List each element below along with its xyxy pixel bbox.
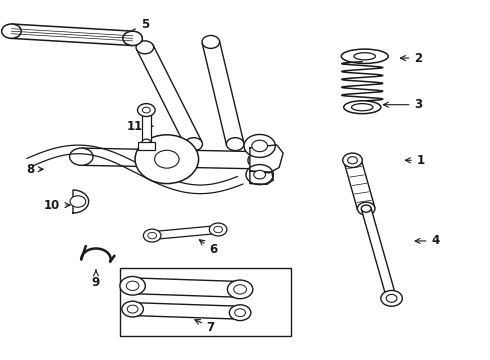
Circle shape [136, 41, 154, 54]
Ellipse shape [354, 53, 375, 60]
Circle shape [361, 205, 371, 212]
Text: 11: 11 [127, 120, 153, 133]
Ellipse shape [135, 135, 198, 184]
Circle shape [234, 285, 246, 294]
Polygon shape [344, 159, 375, 210]
Circle shape [214, 226, 222, 233]
Circle shape [235, 309, 245, 317]
Circle shape [1, 24, 21, 39]
Text: 2: 2 [400, 51, 422, 64]
Circle shape [127, 305, 138, 313]
Text: 1: 1 [405, 154, 425, 167]
Circle shape [226, 138, 244, 150]
Circle shape [202, 36, 220, 48]
Polygon shape [202, 41, 244, 145]
Polygon shape [344, 159, 375, 210]
Circle shape [343, 154, 361, 167]
Ellipse shape [343, 101, 381, 114]
Polygon shape [151, 226, 219, 239]
Polygon shape [81, 148, 260, 169]
Circle shape [155, 150, 179, 168]
Ellipse shape [341, 49, 388, 63]
Polygon shape [142, 110, 151, 142]
Bar [121, 268, 292, 336]
Text: 9: 9 [92, 270, 100, 289]
Circle shape [254, 170, 266, 179]
Ellipse shape [244, 134, 275, 157]
Polygon shape [151, 226, 219, 239]
Circle shape [142, 139, 151, 145]
Text: 5: 5 [124, 18, 149, 35]
Circle shape [185, 138, 202, 150]
Text: 8: 8 [26, 163, 43, 176]
Polygon shape [27, 145, 243, 194]
Circle shape [122, 301, 144, 317]
Polygon shape [132, 278, 241, 297]
Polygon shape [132, 303, 241, 319]
Polygon shape [81, 148, 260, 169]
Circle shape [138, 104, 155, 117]
Ellipse shape [246, 165, 273, 185]
Circle shape [147, 231, 158, 239]
Polygon shape [250, 145, 283, 173]
Circle shape [122, 278, 144, 294]
Circle shape [70, 196, 86, 207]
Circle shape [227, 280, 253, 299]
Circle shape [343, 153, 362, 167]
Circle shape [209, 223, 227, 236]
Polygon shape [202, 41, 244, 145]
Circle shape [148, 232, 157, 239]
Circle shape [124, 303, 142, 316]
Polygon shape [73, 190, 89, 213]
Polygon shape [250, 171, 273, 184]
Circle shape [123, 31, 143, 45]
Circle shape [229, 282, 251, 297]
Circle shape [213, 226, 223, 233]
Circle shape [387, 295, 396, 302]
Circle shape [126, 281, 139, 291]
Circle shape [231, 306, 249, 319]
Polygon shape [137, 45, 202, 147]
Polygon shape [132, 278, 241, 297]
Circle shape [142, 107, 151, 113]
Polygon shape [362, 208, 396, 299]
Circle shape [144, 229, 161, 242]
Text: 7: 7 [195, 320, 215, 333]
Text: 3: 3 [383, 98, 422, 111]
Polygon shape [362, 208, 396, 299]
Text: 10: 10 [44, 199, 70, 212]
Polygon shape [137, 45, 202, 147]
Circle shape [347, 157, 357, 164]
Text: 6: 6 [199, 240, 218, 256]
Circle shape [70, 148, 93, 165]
Circle shape [120, 276, 146, 295]
Circle shape [229, 305, 251, 320]
Circle shape [252, 140, 268, 152]
Polygon shape [142, 110, 151, 142]
Circle shape [357, 202, 375, 215]
Circle shape [381, 291, 402, 306]
Circle shape [386, 294, 397, 302]
Ellipse shape [351, 104, 373, 111]
Circle shape [143, 107, 150, 113]
Circle shape [248, 152, 271, 169]
Polygon shape [11, 24, 133, 45]
Text: 4: 4 [415, 234, 440, 247]
Polygon shape [132, 303, 241, 319]
Bar [138, 142, 155, 150]
Polygon shape [11, 24, 133, 45]
